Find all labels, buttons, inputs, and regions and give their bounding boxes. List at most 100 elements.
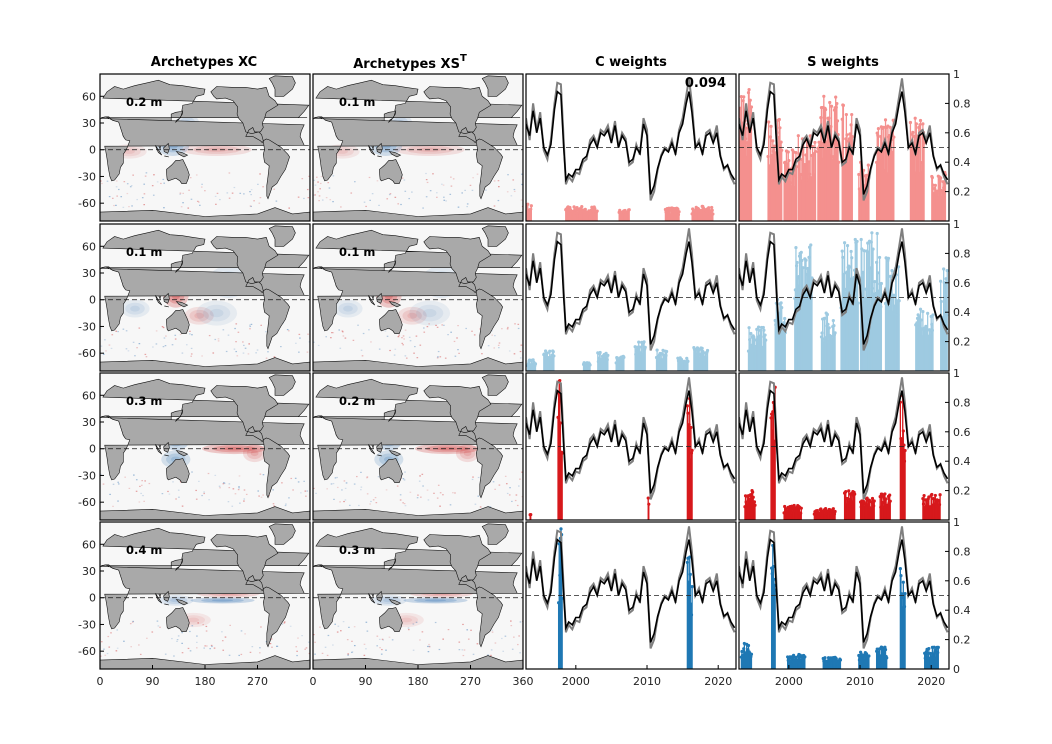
speckle — [132, 620, 135, 623]
y-tick-label: 0.2 — [953, 485, 971, 498]
speckle — [281, 482, 283, 484]
speckle — [517, 643, 519, 646]
speckle — [189, 650, 192, 652]
speckle — [145, 356, 148, 358]
speckle — [123, 640, 125, 642]
weight-marker — [847, 265, 851, 269]
speckle — [243, 498, 246, 500]
weight-marker — [545, 351, 549, 355]
weight-marker — [595, 209, 599, 213]
speckle — [133, 474, 135, 476]
speckle — [469, 184, 472, 186]
warm-anomaly — [402, 309, 422, 322]
speckle — [332, 482, 335, 485]
speckle — [228, 197, 231, 199]
speckle — [421, 473, 424, 475]
speckle — [143, 183, 146, 185]
cool-anomaly — [130, 305, 140, 312]
speckle — [452, 178, 455, 180]
index-line-gray — [526, 526, 736, 649]
speckle — [436, 196, 438, 198]
land-mass — [164, 454, 169, 457]
weight-marker — [850, 256, 854, 260]
speckle — [491, 334, 493, 336]
speckle — [384, 330, 387, 332]
speckle — [242, 352, 245, 354]
land-mass — [475, 138, 503, 200]
weight-marker — [748, 98, 752, 102]
speckle — [141, 484, 143, 486]
speckle — [225, 350, 228, 353]
land-mass — [268, 225, 296, 247]
speckle — [344, 487, 347, 489]
weight-marker — [849, 249, 853, 254]
speckle — [181, 652, 184, 654]
weight-marker — [707, 206, 711, 210]
map-content — [100, 74, 310, 221]
land-mass — [376, 590, 383, 602]
speckle — [437, 484, 440, 486]
speckle — [461, 649, 464, 651]
weight-marker — [824, 108, 828, 112]
land-mass — [377, 155, 382, 158]
land-mass — [163, 441, 170, 453]
weight-marker — [823, 656, 827, 660]
y-tick-label: 0 — [89, 592, 96, 605]
x-tick-label: 90 — [146, 675, 160, 688]
weight-marker — [833, 509, 837, 514]
speckle — [297, 196, 300, 198]
warm-anomaly — [400, 617, 413, 623]
speckle — [412, 623, 415, 625]
speckle — [326, 654, 329, 657]
speckle — [403, 338, 405, 340]
speckle — [447, 334, 449, 336]
land-mass — [210, 385, 279, 443]
speckle — [308, 175, 310, 177]
title-archetypes-xc: Archetypes XC — [151, 55, 257, 70]
weight-marker — [742, 95, 746, 99]
speckle — [505, 483, 508, 485]
weight-marker — [892, 135, 896, 139]
speckle — [365, 205, 367, 208]
land-mass — [175, 409, 184, 423]
speckle — [198, 480, 200, 482]
speckle — [189, 630, 191, 633]
c-weights-panel-row-4: 2000 2010 2020 — [525, 521, 737, 688]
speckle — [115, 650, 118, 652]
speckle — [472, 476, 474, 478]
weight-marker — [877, 255, 882, 260]
speckle — [108, 646, 111, 648]
speckle — [253, 200, 255, 202]
weight-marker — [931, 183, 935, 187]
speckle — [317, 191, 319, 193]
weight-marker — [837, 160, 841, 164]
weight-marker — [845, 244, 850, 248]
speckle — [396, 485, 399, 487]
speckle — [453, 340, 456, 343]
speckle — [115, 204, 117, 206]
speckle — [417, 494, 419, 496]
s-weights-panel-row-2: 0.2 0.4 0.6 0.8 1 — [738, 218, 971, 372]
speckle — [164, 653, 167, 655]
speckle — [182, 192, 185, 194]
speckle — [173, 655, 175, 657]
speckle — [320, 176, 323, 178]
speckle — [136, 198, 138, 201]
weight-marker — [762, 328, 766, 332]
land-mass — [423, 236, 492, 294]
speckle — [308, 652, 310, 655]
speckle — [275, 200, 278, 202]
speckle — [179, 481, 182, 483]
speckle — [360, 486, 363, 488]
speckle — [476, 643, 479, 645]
speckle — [104, 339, 106, 341]
y-tick-label: -60 — [78, 197, 96, 210]
index-line-black — [526, 538, 736, 643]
speckle — [436, 497, 439, 499]
speckle — [330, 337, 332, 339]
speckle — [457, 349, 459, 351]
speckle — [399, 494, 402, 496]
speckle — [139, 653, 142, 656]
speckle — [402, 344, 404, 346]
speckle — [346, 639, 349, 641]
